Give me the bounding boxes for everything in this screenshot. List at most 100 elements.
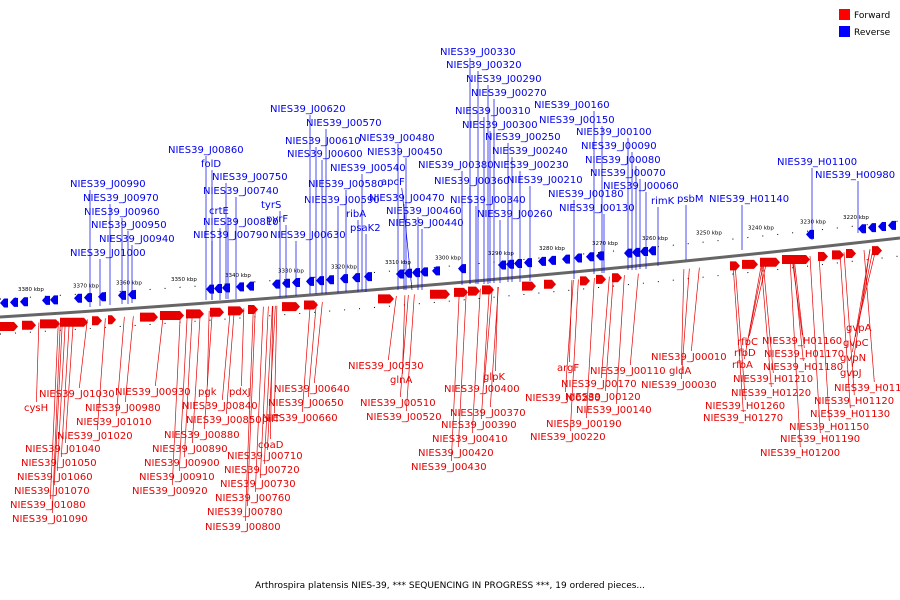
reverse-gene-label[interactable]: NIES39_J00240 (492, 146, 568, 157)
forward-gene-label[interactable]: NIES39_J00010 (651, 352, 727, 363)
reverse-gene-label[interactable]: pyrF (266, 214, 288, 225)
reverse-gene-label[interactable]: rimK (651, 196, 675, 207)
forward-gene-label[interactable]: NIES39_J00760 (215, 493, 291, 504)
forward-gene-arrow[interactable] (40, 319, 60, 329)
forward-gene-label[interactable]: NIES39_J00220 (530, 432, 606, 443)
reverse-gene-arrow[interactable] (432, 266, 440, 276)
forward-gene-label[interactable]: gvpJ (840, 368, 862, 379)
reverse-gene-label[interactable]: NIES39_J00300 (462, 120, 538, 131)
reverse-gene-label[interactable]: NIES39_J00150 (539, 115, 615, 126)
forward-gene-label[interactable]: pdxJ (229, 387, 251, 398)
forward-gene-label[interactable]: NIES39_J01010 (76, 417, 152, 428)
forward-gene-label[interactable]: NIES39_J00420 (418, 448, 494, 459)
forward-gene-label[interactable]: NIES39_J00920 (132, 486, 208, 497)
forward-gene-label[interactable]: rfbC (737, 337, 758, 348)
reverse-gene-arrow[interactable] (214, 283, 222, 293)
forward-gene-arrow[interactable] (430, 289, 450, 299)
reverse-gene-label[interactable]: NIES39_J00360 (434, 176, 510, 187)
reverse-gene-label[interactable]: NIES39_J00320 (446, 60, 522, 71)
forward-gene-label[interactable]: NIES39_H01130 (810, 409, 890, 420)
reverse-gene-arrow[interactable] (222, 283, 230, 293)
forward-gene-arrow[interactable] (832, 250, 844, 260)
reverse-gene-arrow[interactable] (412, 268, 420, 278)
reverse-gene-arrow[interactable] (506, 259, 514, 269)
reverse-gene-arrow[interactable] (458, 264, 466, 274)
reverse-gene-arrow[interactable] (364, 272, 372, 282)
reverse-gene-label[interactable]: NIES39_J00810 (203, 217, 279, 228)
forward-gene-arrow[interactable] (522, 281, 536, 291)
reverse-gene-arrow[interactable] (74, 293, 82, 303)
forward-gene-label[interactable]: NIES39_H01220 (731, 388, 811, 399)
forward-gene-label[interactable]: coaD (258, 440, 284, 451)
reverse-gene-label[interactable]: NIES39_J00440 (388, 218, 464, 229)
reverse-gene-label[interactable]: NIES39_J00470 (369, 193, 445, 204)
forward-gene-arrow[interactable] (580, 276, 590, 286)
reverse-gene-arrow[interactable] (806, 229, 814, 239)
reverse-gene-arrow[interactable] (538, 256, 546, 266)
forward-gene-arrow[interactable] (818, 252, 828, 262)
reverse-gene-label[interactable]: NIES39_J00290 (466, 74, 542, 85)
forward-gene-label[interactable]: NIES39_J00410 (432, 434, 508, 445)
reverse-gene-arrow[interactable] (562, 254, 570, 264)
reverse-gene-arrow[interactable] (316, 276, 324, 286)
reverse-gene-label[interactable]: NIES39_J00060 (603, 181, 679, 192)
reverse-gene-arrow[interactable] (396, 269, 404, 279)
reverse-gene-label[interactable]: NIES39_J00630 (270, 230, 346, 241)
forward-gene-label[interactable]: gvpA (846, 323, 872, 334)
reverse-gene-label[interactable]: NIES39_J00950 (91, 220, 167, 231)
forward-gene-arrow[interactable] (872, 246, 882, 256)
reverse-gene-label[interactable]: NIES39_J00990 (70, 179, 146, 190)
reverse-gene-arrow[interactable] (404, 268, 412, 278)
forward-gene-label[interactable]: NIES39_J00120 (565, 392, 641, 403)
reverse-gene-label[interactable]: NIES39_J00270 (471, 88, 547, 99)
forward-gene-label[interactable]: NIES39_J00030 (641, 380, 717, 391)
forward-gene-arrow[interactable] (482, 285, 494, 295)
reverse-gene-label[interactable]: apcF (381, 177, 405, 188)
forward-gene-arrow[interactable] (544, 279, 556, 289)
reverse-gene-label[interactable]: NIES39_J00580 (308, 179, 384, 190)
reverse-gene-label[interactable]: NIES39_J00330 (440, 47, 516, 58)
forward-gene-label[interactable]: NIES39_J00390 (441, 420, 517, 431)
forward-gene-label[interactable]: NIES39_J00720 (224, 465, 300, 476)
reverse-gene-label[interactable]: NIES39_J00590 (304, 195, 380, 206)
reverse-gene-arrow[interactable] (118, 290, 126, 300)
reverse-gene-label[interactable]: NIES39_J00540 (330, 163, 406, 174)
reverse-gene-label[interactable]: NIES39_J01000 (70, 248, 146, 259)
forward-gene-label[interactable]: argF (557, 363, 579, 374)
forward-gene-label[interactable]: NIES39_J00880 (164, 430, 240, 441)
reverse-gene-arrow[interactable] (624, 248, 632, 258)
reverse-gene-label[interactable]: NIES39_H01100 (777, 157, 857, 168)
reverse-gene-arrow[interactable] (206, 284, 214, 294)
forward-gene-arrow[interactable] (210, 307, 224, 317)
reverse-gene-arrow[interactable] (888, 220, 896, 230)
forward-gene-arrow[interactable] (160, 311, 184, 321)
forward-gene-arrow[interactable] (468, 286, 480, 296)
forward-gene-arrow[interactable] (742, 259, 758, 269)
forward-gene-label[interactable]: NIES39_J00840 (182, 401, 258, 412)
reverse-gene-label[interactable]: NIES39_J00160 (534, 100, 610, 111)
forward-gene-label[interactable]: glpK (483, 372, 505, 383)
reverse-gene-label[interactable]: NIES39_H01140 (709, 194, 789, 205)
forward-gene-label[interactable]: cysH (24, 403, 48, 414)
reverse-gene-label[interactable]: NIES39_J00740 (203, 186, 279, 197)
forward-gene-label[interactable]: NIES39_J01020 (57, 431, 133, 442)
reverse-gene-arrow[interactable] (10, 297, 18, 307)
forward-gene-label[interactable]: NIES39_J00520 (366, 412, 442, 423)
reverse-gene-label[interactable]: NIES39_J00210 (507, 175, 583, 186)
reverse-gene-label[interactable]: NIES39_J00620 (270, 104, 346, 115)
forward-gene-label[interactable]: NIES39_J00900 (144, 458, 220, 469)
reverse-gene-label[interactable]: NIES39_J00230 (493, 160, 569, 171)
forward-gene-arrow[interactable] (108, 315, 116, 325)
reverse-gene-arrow[interactable] (292, 278, 300, 288)
forward-gene-label[interactable]: NIES39_J01040 (25, 444, 101, 455)
forward-gene-label[interactable]: rfbD (734, 348, 756, 359)
forward-gene-arrow[interactable] (92, 316, 102, 326)
forward-gene-label[interactable]: NIES39_J00140 (576, 405, 652, 416)
forward-gene-label[interactable]: NIES39_H01270 (703, 413, 783, 424)
reverse-gene-label[interactable]: psbM (677, 194, 704, 205)
forward-gene-arrow[interactable] (228, 306, 244, 316)
forward-gene-label[interactable]: NIES39_H01160 (762, 336, 842, 347)
forward-gene-label[interactable]: NIES39_J00660 (262, 413, 338, 424)
reverse-gene-label[interactable]: NIES39_J00570 (306, 118, 382, 129)
reverse-gene-arrow[interactable] (84, 293, 92, 303)
